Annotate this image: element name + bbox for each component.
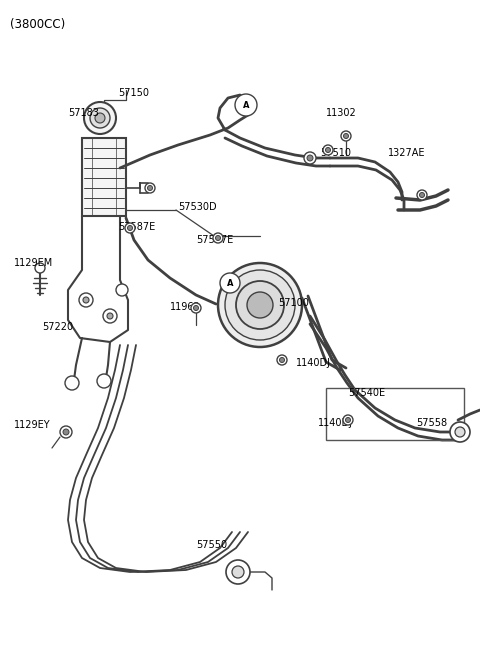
Circle shape [145, 183, 155, 193]
Circle shape [116, 284, 128, 296]
Circle shape [232, 566, 244, 578]
Circle shape [60, 426, 72, 438]
Circle shape [97, 374, 111, 388]
Circle shape [346, 417, 350, 422]
Circle shape [83, 297, 89, 303]
Text: 57587E: 57587E [196, 235, 233, 245]
Text: A: A [227, 279, 233, 287]
Circle shape [84, 102, 116, 134]
Circle shape [226, 560, 250, 584]
Circle shape [220, 273, 240, 293]
Text: 11962: 11962 [170, 302, 201, 312]
Bar [326, 388, 464, 440]
Circle shape [147, 186, 153, 190]
Circle shape [193, 306, 199, 310]
Text: A: A [243, 100, 249, 110]
Circle shape [95, 113, 105, 123]
Circle shape [218, 263, 302, 347]
Text: 57150: 57150 [118, 88, 149, 98]
Text: 57530D: 57530D [178, 202, 216, 212]
Circle shape [344, 134, 348, 138]
Text: 11302: 11302 [326, 108, 357, 118]
Circle shape [343, 415, 353, 425]
Circle shape [125, 223, 135, 233]
Text: 57540E: 57540E [348, 388, 385, 398]
Text: 57510: 57510 [320, 148, 351, 158]
Circle shape [216, 236, 220, 241]
Circle shape [323, 145, 333, 155]
Circle shape [247, 292, 273, 318]
Circle shape [128, 226, 132, 230]
Circle shape [35, 263, 45, 273]
Text: 1140DJ: 1140DJ [296, 358, 331, 368]
Text: 1129EM: 1129EM [14, 258, 53, 268]
Circle shape [417, 190, 427, 200]
Circle shape [236, 281, 284, 329]
Circle shape [107, 313, 113, 319]
Circle shape [225, 270, 295, 340]
Circle shape [213, 233, 223, 243]
Text: 57220: 57220 [42, 322, 73, 332]
Text: 57100: 57100 [278, 298, 309, 308]
Circle shape [341, 131, 351, 141]
Text: 57183: 57183 [68, 108, 99, 118]
Circle shape [307, 155, 313, 161]
Circle shape [325, 148, 331, 152]
Text: (3800CC): (3800CC) [10, 18, 65, 31]
Text: 57550: 57550 [196, 540, 227, 550]
Text: 1129EY: 1129EY [14, 420, 50, 430]
Circle shape [90, 108, 110, 128]
Circle shape [277, 355, 287, 365]
Circle shape [235, 94, 257, 116]
Circle shape [420, 192, 424, 197]
Circle shape [65, 376, 79, 390]
Circle shape [103, 309, 117, 323]
Circle shape [455, 427, 465, 437]
Circle shape [63, 429, 69, 435]
Bar [82, 138, 126, 216]
Text: 57558: 57558 [416, 418, 447, 428]
Text: 1327AE: 1327AE [388, 148, 425, 158]
Circle shape [304, 152, 316, 164]
Circle shape [191, 303, 201, 313]
Text: 1140DJ: 1140DJ [318, 418, 353, 428]
Circle shape [450, 422, 470, 442]
Circle shape [79, 293, 93, 307]
Text: 57587E: 57587E [118, 222, 155, 232]
Circle shape [279, 358, 285, 363]
